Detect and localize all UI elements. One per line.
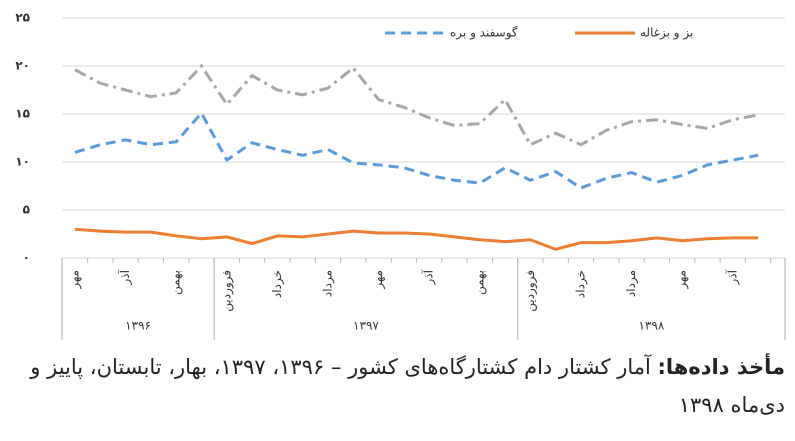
y-tick-label: ۲۵	[15, 11, 30, 25]
y-tick-label: ۱۵	[15, 107, 30, 121]
x-tick-label: مرداد	[321, 270, 336, 297]
year-label: ۱۳۹۶	[125, 319, 151, 333]
legend-label: بز و بزغاله	[640, 26, 693, 41]
x-tick-label: آذر	[724, 269, 740, 285]
series-line	[74, 63, 759, 147]
x-tick-label: فروردین	[523, 270, 538, 312]
source-note: مأخذ داده‌ها: آمار کشتار دام کشتارگاه‌ها…	[10, 348, 785, 424]
x-tick-label: خرداد	[270, 270, 285, 298]
x-tick-label: بهمن	[472, 270, 487, 295]
year-label: ۱۳۹۷	[353, 319, 379, 333]
x-tick-label: مهر	[371, 270, 386, 290]
legend-label: گوسفند و بره	[450, 26, 518, 41]
x-tick-label: فروردین	[219, 270, 234, 312]
x-tick-label: مهر	[675, 270, 690, 290]
y-tick-label: ۱۰	[15, 155, 30, 169]
x-tick-label: آذر	[117, 269, 133, 285]
x-tick-label: مهر	[68, 270, 83, 290]
series-line	[74, 110, 759, 190]
series-line	[74, 227, 759, 251]
x-tick-label: آذر	[421, 269, 437, 285]
year-label: ۱۳۹۸	[638, 319, 664, 333]
chart: ۰ ۵ ۱۰ ۱۵ ۲۰ ۲۵ مهر آذر بهمن فروردین خرداد مرداد مهر…	[15, 11, 786, 340]
y-tick-label: ۰	[23, 251, 30, 265]
y-tick-label: ۵	[23, 203, 30, 217]
x-tick-label: بهمن	[169, 270, 184, 295]
x-tick-label: مرداد	[624, 270, 639, 297]
x-tick-label: خرداد	[574, 270, 589, 298]
source-text: آمار کشتار دام کشتارگاه‌های کشور – ۱۳۹۶،…	[30, 355, 785, 417]
source-label: مأخذ داده‌ها:	[657, 355, 785, 379]
y-tick-label: ۲۰	[15, 59, 30, 73]
